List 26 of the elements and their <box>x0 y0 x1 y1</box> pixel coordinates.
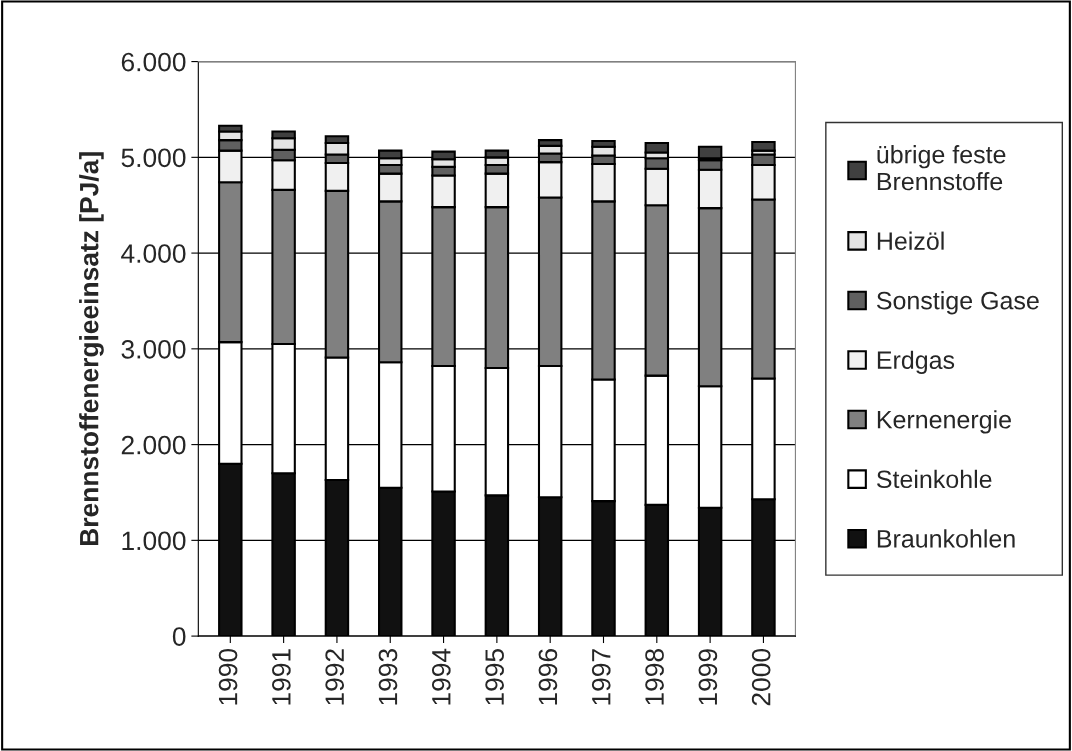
legend-label: Heizöl <box>877 231 944 250</box>
x-tick-label: 1999 <box>698 649 718 705</box>
x-tick-label: 1993 <box>378 649 398 705</box>
legend-label: Kernenergie <box>877 410 1011 434</box>
x-tick-label: 1994 <box>431 648 451 705</box>
legend-label: übrige feste Brennstoffe <box>877 145 1006 191</box>
y-tick-label: 3.000 <box>121 339 186 359</box>
y-tick-label: 0 <box>172 627 186 646</box>
x-tick-label: 1996 <box>538 649 558 705</box>
legend-label: Sonstige Gase <box>876 291 1039 315</box>
x-tick-label: 1990 <box>218 648 238 705</box>
x-tick-label: 1991 <box>272 649 291 705</box>
x-tick-label: 2000 <box>751 648 771 706</box>
x-tick-label: 1992 <box>325 649 345 705</box>
x-tick-label: 1998 <box>645 649 664 705</box>
legend-label: Erdgas <box>877 350 955 374</box>
y-tick-label: 4.000 <box>121 244 186 263</box>
y-tick-label: 2.000 <box>121 435 186 455</box>
y-tick-label: 6.000 <box>121 52 186 72</box>
y-tick-label: 5.000 <box>121 148 186 168</box>
legend-label: Braunkohlen <box>877 529 1015 548</box>
legend-label: Steinkohle <box>876 469 992 489</box>
y-axis-title: Brennstoffenergieeinsatz [PJ/a] <box>79 152 104 546</box>
y-tick-label: 1.000 <box>122 531 186 551</box>
x-tick-label: 1995 <box>485 649 504 705</box>
x-tick-label: 1997 <box>591 649 611 705</box>
